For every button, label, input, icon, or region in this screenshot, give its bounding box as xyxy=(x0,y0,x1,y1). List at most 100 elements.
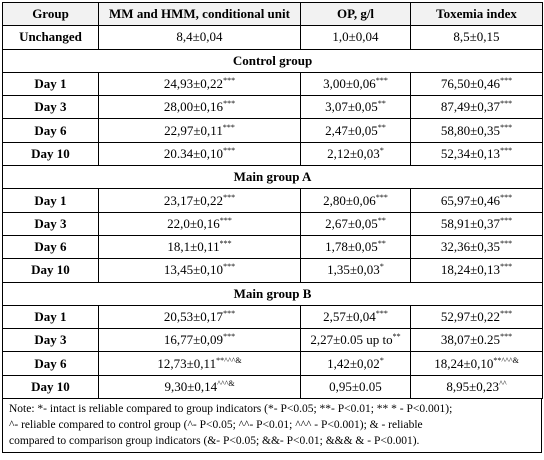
value-text: 2,12±0,03 xyxy=(327,145,380,161)
value-text: 3,07±0,05 xyxy=(325,99,378,115)
value-text: 3,00±0,06 xyxy=(323,76,376,92)
table-row: Day 1 23,17±0,22*** 2,80±0,06*** 65,97±0,46… xyxy=(2,188,543,213)
day-label: Day 10 xyxy=(2,258,99,283)
toxemia-cell: 52,34±0,13*** xyxy=(410,141,543,167)
toxemia-cell: 65,97±0,46*** xyxy=(410,188,543,213)
toxemia-cell: 8,5±0,15 xyxy=(410,25,543,50)
value-text: 16,77±0,09 xyxy=(163,332,224,348)
mm-cell: 22,0±0,16*** xyxy=(98,211,301,236)
day-label: Day 3 xyxy=(2,328,99,353)
header-toxemia: Toxemia index xyxy=(410,1,543,27)
op-cell: 2,67±0,05** xyxy=(300,211,411,236)
header-row: Group MM and HMM, conditional unit OP, g… xyxy=(2,1,543,27)
value-text: 0,95±0.05 xyxy=(329,378,382,394)
significance-marker: * xyxy=(379,145,384,155)
significance-marker: *** xyxy=(500,99,513,109)
section-row: Control group xyxy=(2,48,543,73)
significance-marker: *** xyxy=(223,332,236,342)
note-line: compared to comparison group indicators … xyxy=(9,435,420,448)
value-text: 20,53±0,17 xyxy=(163,309,224,324)
results-table: Group MM and HMM, conditional unit OP, g… xyxy=(2,1,543,400)
note-line: ^- reliable compared to control group (^… xyxy=(9,419,423,432)
day-label: Day 3 xyxy=(2,95,99,120)
significance-marker: ** xyxy=(392,332,401,342)
mm-cell: 24,93±0,22*** xyxy=(98,71,301,97)
significance-marker: *** xyxy=(500,145,513,155)
op-cell: 2,12±0,03* xyxy=(300,141,411,167)
op-cell: 3,07±0,05** xyxy=(300,95,411,120)
value-text: 52,97±0,22 xyxy=(440,309,501,324)
value-text: 8,95±0,23 xyxy=(446,378,500,394)
value-text: 9,30±0,14 xyxy=(164,378,218,394)
day-label: Day 1 xyxy=(2,188,99,213)
table-row: Day 6 12,73±0,11**^^^& 1,42±0,02* 18,24±0,1… xyxy=(2,351,543,376)
value-text: 1,78±0,05 xyxy=(325,239,378,255)
section-title: Main group B xyxy=(2,281,543,306)
significance-marker: * xyxy=(379,262,384,272)
value-text: 2,27±0.05 up to xyxy=(310,332,393,348)
toxemia-cell: 58,91±0,37*** xyxy=(410,211,543,236)
table-row: Day 1 24,93±0,22*** 3,00±0,06*** 76,50±0,46… xyxy=(2,71,543,97)
significance-marker: *** xyxy=(500,76,513,86)
significance-marker: *** xyxy=(223,262,236,272)
table-row: Day 10 20.34±0,10*** 2,12±0,03* 52,34±0,13*… xyxy=(2,141,543,167)
mm-cell: 20.34±0,10*** xyxy=(98,141,301,167)
significance-marker: *** xyxy=(500,122,513,132)
value-text: 20.34±0,10 xyxy=(163,145,224,161)
significance-marker: *** xyxy=(375,309,388,318)
op-cell: 2,27±0.05 up to** xyxy=(300,328,411,353)
header-group: Group xyxy=(2,1,99,27)
significance-marker: *** xyxy=(375,76,388,86)
value-text: 18,24±0,13 xyxy=(440,262,501,278)
toxemia-cell: 32,36±0,35*** xyxy=(410,234,543,260)
toxemia-cell: 58,80±0,35*** xyxy=(410,118,543,143)
significance-marker: *** xyxy=(500,192,513,202)
mm-cell: 13,45±0,10*** xyxy=(98,258,301,283)
mm-cell: 20,53±0,17*** xyxy=(98,304,301,330)
value-text: 2,67±0,05 xyxy=(325,215,378,231)
mm-cell: 18,1±0,11*** xyxy=(98,234,301,260)
results-table-container: Group MM and HMM, conditional unit OP, g… xyxy=(2,1,543,454)
value-text: 28,00±0,16 xyxy=(163,99,224,115)
mm-cell: 9,30±0,14^^^& xyxy=(98,374,301,400)
toxemia-cell: 38,07±0.25*** xyxy=(410,328,543,353)
table-row: Day 10 13,45±0,10*** 1,35±0,03* 18,24±0,13*… xyxy=(2,258,543,283)
day-label: Day 1 xyxy=(2,71,99,97)
value-text: 58,80±0,35 xyxy=(440,122,501,138)
significance-marker: *** xyxy=(219,239,232,249)
value-text: 13,45±0,10 xyxy=(163,262,224,278)
significance-marker: ** xyxy=(377,122,386,132)
table-row: Day 3 22,0±0,16*** 2,67±0,05** 58,91±0,37**… xyxy=(2,211,543,236)
mm-cell: 28,00±0,16*** xyxy=(98,95,301,120)
significance-marker: ** xyxy=(377,215,386,225)
significance-marker: *** xyxy=(223,76,236,86)
op-cell: 1,35±0,03* xyxy=(300,258,411,283)
value-text: 32,36±0,35 xyxy=(440,239,501,255)
value-text: 76,50±0,46 xyxy=(440,76,501,92)
significance-marker: ** xyxy=(377,99,386,109)
op-cell: 1,78±0,05** xyxy=(300,234,411,260)
value-text: 24,93±0,22 xyxy=(163,76,224,92)
toxemia-cell: 18,24±0,13*** xyxy=(410,258,543,283)
value-text: 22,97±0,11 xyxy=(164,122,223,138)
significance-marker: **^^^& xyxy=(493,355,519,365)
section-title: Control group xyxy=(2,48,543,73)
significance-marker: *** xyxy=(500,239,513,249)
significance-marker: * xyxy=(379,355,384,365)
value-text: 2,80±0,06 xyxy=(323,192,376,208)
significance-marker: *** xyxy=(500,332,513,342)
day-label: Day 6 xyxy=(2,234,99,260)
toxemia-cell: 8,95±0,23^^ xyxy=(410,374,543,400)
significance-marker: ^^ xyxy=(499,378,507,388)
day-label: Day 1 xyxy=(2,304,99,330)
value-text: 22,0±0,16 xyxy=(167,215,220,231)
table-row: Day 6 22,97±0,11*** 2,47±0,05** 58,80±0,35*… xyxy=(2,118,543,143)
significance-marker: *** xyxy=(223,145,236,155)
value-text: 52,34±0,13 xyxy=(440,145,501,161)
toxemia-cell: 18,24±0,10**^^^& xyxy=(410,351,543,376)
significance-marker: ^^^& xyxy=(217,378,235,388)
section-title: Main group A xyxy=(2,165,543,190)
toxemia-cell: 87,49±0,37*** xyxy=(410,95,543,120)
toxemia-cell: 76,50±0,46*** xyxy=(410,71,543,97)
op-cell: 3,00±0,06*** xyxy=(300,71,411,97)
